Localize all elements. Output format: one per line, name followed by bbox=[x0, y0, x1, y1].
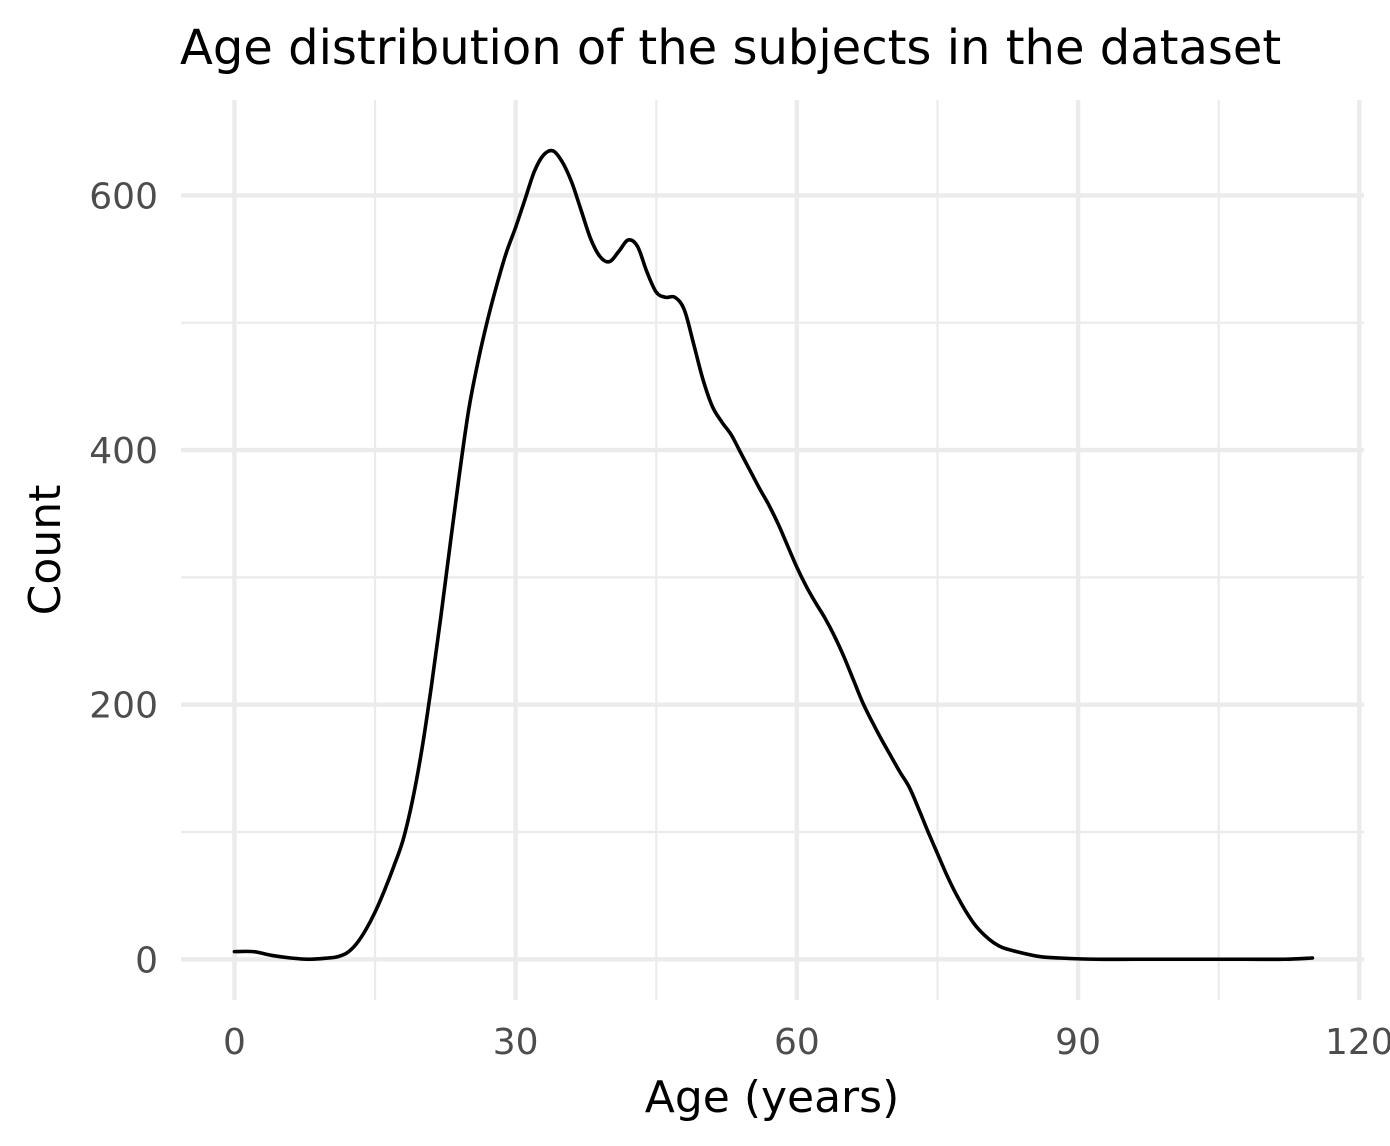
x-tick-label: 120 bbox=[1325, 1022, 1390, 1063]
tick-labels: 0 30 60 90 120 0 200 400 600 bbox=[89, 176, 1390, 1063]
y-tick-label: 200 bbox=[89, 686, 158, 727]
x-tick-label: 30 bbox=[493, 1022, 539, 1063]
x-axis-title: Age (years) bbox=[645, 1072, 900, 1123]
series-layer bbox=[232, 148, 1315, 962]
y-tick-label: 400 bbox=[89, 431, 158, 472]
y-tick-label: 600 bbox=[89, 176, 158, 217]
y-tick-label: 0 bbox=[135, 940, 158, 981]
grid bbox=[181, 100, 1364, 1000]
x-tick-label: 90 bbox=[1055, 1022, 1101, 1063]
x-tick-label: 60 bbox=[774, 1022, 820, 1063]
density-curve bbox=[232, 148, 1315, 962]
x-tick-label: 0 bbox=[223, 1022, 246, 1063]
y-axis-title: Count bbox=[20, 485, 71, 616]
chart-title: Age distribution of the subjects in the … bbox=[180, 20, 1281, 76]
